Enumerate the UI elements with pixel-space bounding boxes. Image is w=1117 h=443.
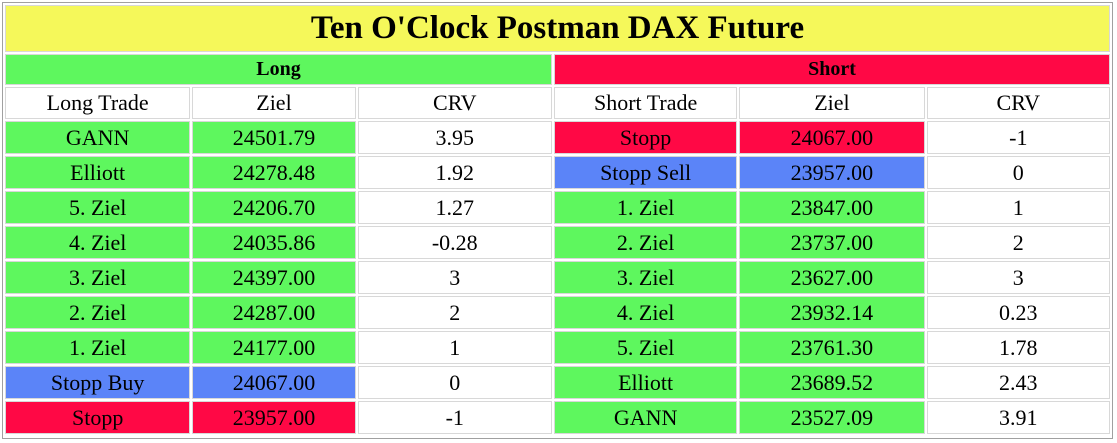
target-value: 23527.09 (739, 401, 925, 434)
target-value: 24397.00 (192, 261, 356, 294)
row: Long Short (5, 54, 1110, 85)
column-header: CRV (926, 87, 1110, 119)
target-value: 23627.00 (739, 261, 925, 294)
crv-value: 1.27 (357, 191, 552, 224)
trade-label: 2. Ziel (553, 226, 738, 259)
trade-label: Elliott (5, 156, 191, 189)
trade-label: 2. Ziel (5, 296, 191, 329)
column-header: Short Trade (553, 87, 738, 119)
postman-table: Ten O'Clock Postman DAX Future Long Short… (3, 3, 1112, 436)
target-value: 23957.00 (739, 156, 925, 189)
target-value: 24501.79 (192, 121, 356, 154)
trade-label: 1. Ziel (553, 191, 738, 224)
target-value: 24067.00 (739, 121, 925, 154)
target-value: 23689.52 (739, 366, 925, 399)
trade-label: 4. Ziel (553, 296, 738, 329)
row: GANN 24501.79 3.95 Stopp 24067.00 -1 (5, 121, 1110, 154)
target-value: 23932.14 (739, 296, 925, 329)
target-value: 24067.00 (192, 366, 356, 399)
row: 2. Ziel 24287.00 2 4. Ziel 23932.14 0.23 (5, 296, 1110, 329)
target-value: 23761.30 (739, 331, 925, 364)
trade-label: Stopp Sell (553, 156, 738, 189)
trade-label: 5. Ziel (5, 191, 191, 224)
crv-value: -1 (357, 401, 552, 434)
row: Stopp Buy 24067.00 0 Elliott 23689.52 2.43 (5, 366, 1110, 399)
crv-value: 2.43 (926, 366, 1110, 399)
target-value: 23737.00 (739, 226, 925, 259)
row: Long Trade Ziel CRV Short Trade Ziel CRV (5, 87, 1110, 119)
trade-label: GANN (5, 121, 191, 154)
target-value: 23957.00 (192, 401, 356, 434)
crv-value: 2 (357, 296, 552, 329)
crv-value: 0 (926, 156, 1110, 189)
target-value: 24278.48 (192, 156, 356, 189)
crv-value: 1.78 (926, 331, 1110, 364)
crv-value: 0.23 (926, 296, 1110, 329)
crv-value: 3 (357, 261, 552, 294)
crv-value: -1 (926, 121, 1110, 154)
trade-label: 5. Ziel (553, 331, 738, 364)
target-value: 24206.70 (192, 191, 356, 224)
trade-label: Stopp (5, 401, 191, 434)
row: 5. Ziel 24206.70 1.27 1. Ziel 23847.00 1 (5, 191, 1110, 224)
target-value: 24287.00 (192, 296, 356, 329)
crv-value: 0 (357, 366, 552, 399)
target-value: 23847.00 (739, 191, 925, 224)
title: Ten O'Clock Postman DAX Future (5, 5, 1110, 52)
target-value: 24035.86 (192, 226, 356, 259)
crv-value: 2 (926, 226, 1110, 259)
crv-value: 1 (926, 191, 1110, 224)
crv-value: 1 (357, 331, 552, 364)
target-value: 24177.00 (192, 331, 356, 364)
row: 3. Ziel 24397.00 3 3. Ziel 23627.00 3 (5, 261, 1110, 294)
row: 1. Ziel 24177.00 1 5. Ziel 23761.30 1.78 (5, 331, 1110, 364)
row: Stopp 23957.00 -1 GANN 23527.09 3.91 (5, 401, 1110, 434)
crv-value: 3.91 (926, 401, 1110, 434)
trade-label: 3. Ziel (553, 261, 738, 294)
side-header: Short (553, 54, 1110, 85)
trade-label: GANN (553, 401, 738, 434)
crv-value: 3 (926, 261, 1110, 294)
trade-label: 1. Ziel (5, 331, 191, 364)
column-header: Ziel (192, 87, 356, 119)
trade-label: Stopp (553, 121, 738, 154)
trade-label: 3. Ziel (5, 261, 191, 294)
column-header: Long Trade (5, 87, 191, 119)
crv-value: 1.92 (357, 156, 552, 189)
trade-label: Elliott (553, 366, 738, 399)
crv-value: 3.95 (357, 121, 552, 154)
column-header: CRV (357, 87, 552, 119)
side-header: Long (5, 54, 552, 85)
trade-label: 4. Ziel (5, 226, 191, 259)
row: 4. Ziel 24035.86 -0.28 2. Ziel 23737.00 2 (5, 226, 1110, 259)
column-header: Ziel (739, 87, 925, 119)
row: Elliott 24278.48 1.92 Stopp Sell 23957.00 0 (5, 156, 1110, 189)
trade-label: Stopp Buy (5, 366, 191, 399)
crv-value: -0.28 (357, 226, 552, 259)
